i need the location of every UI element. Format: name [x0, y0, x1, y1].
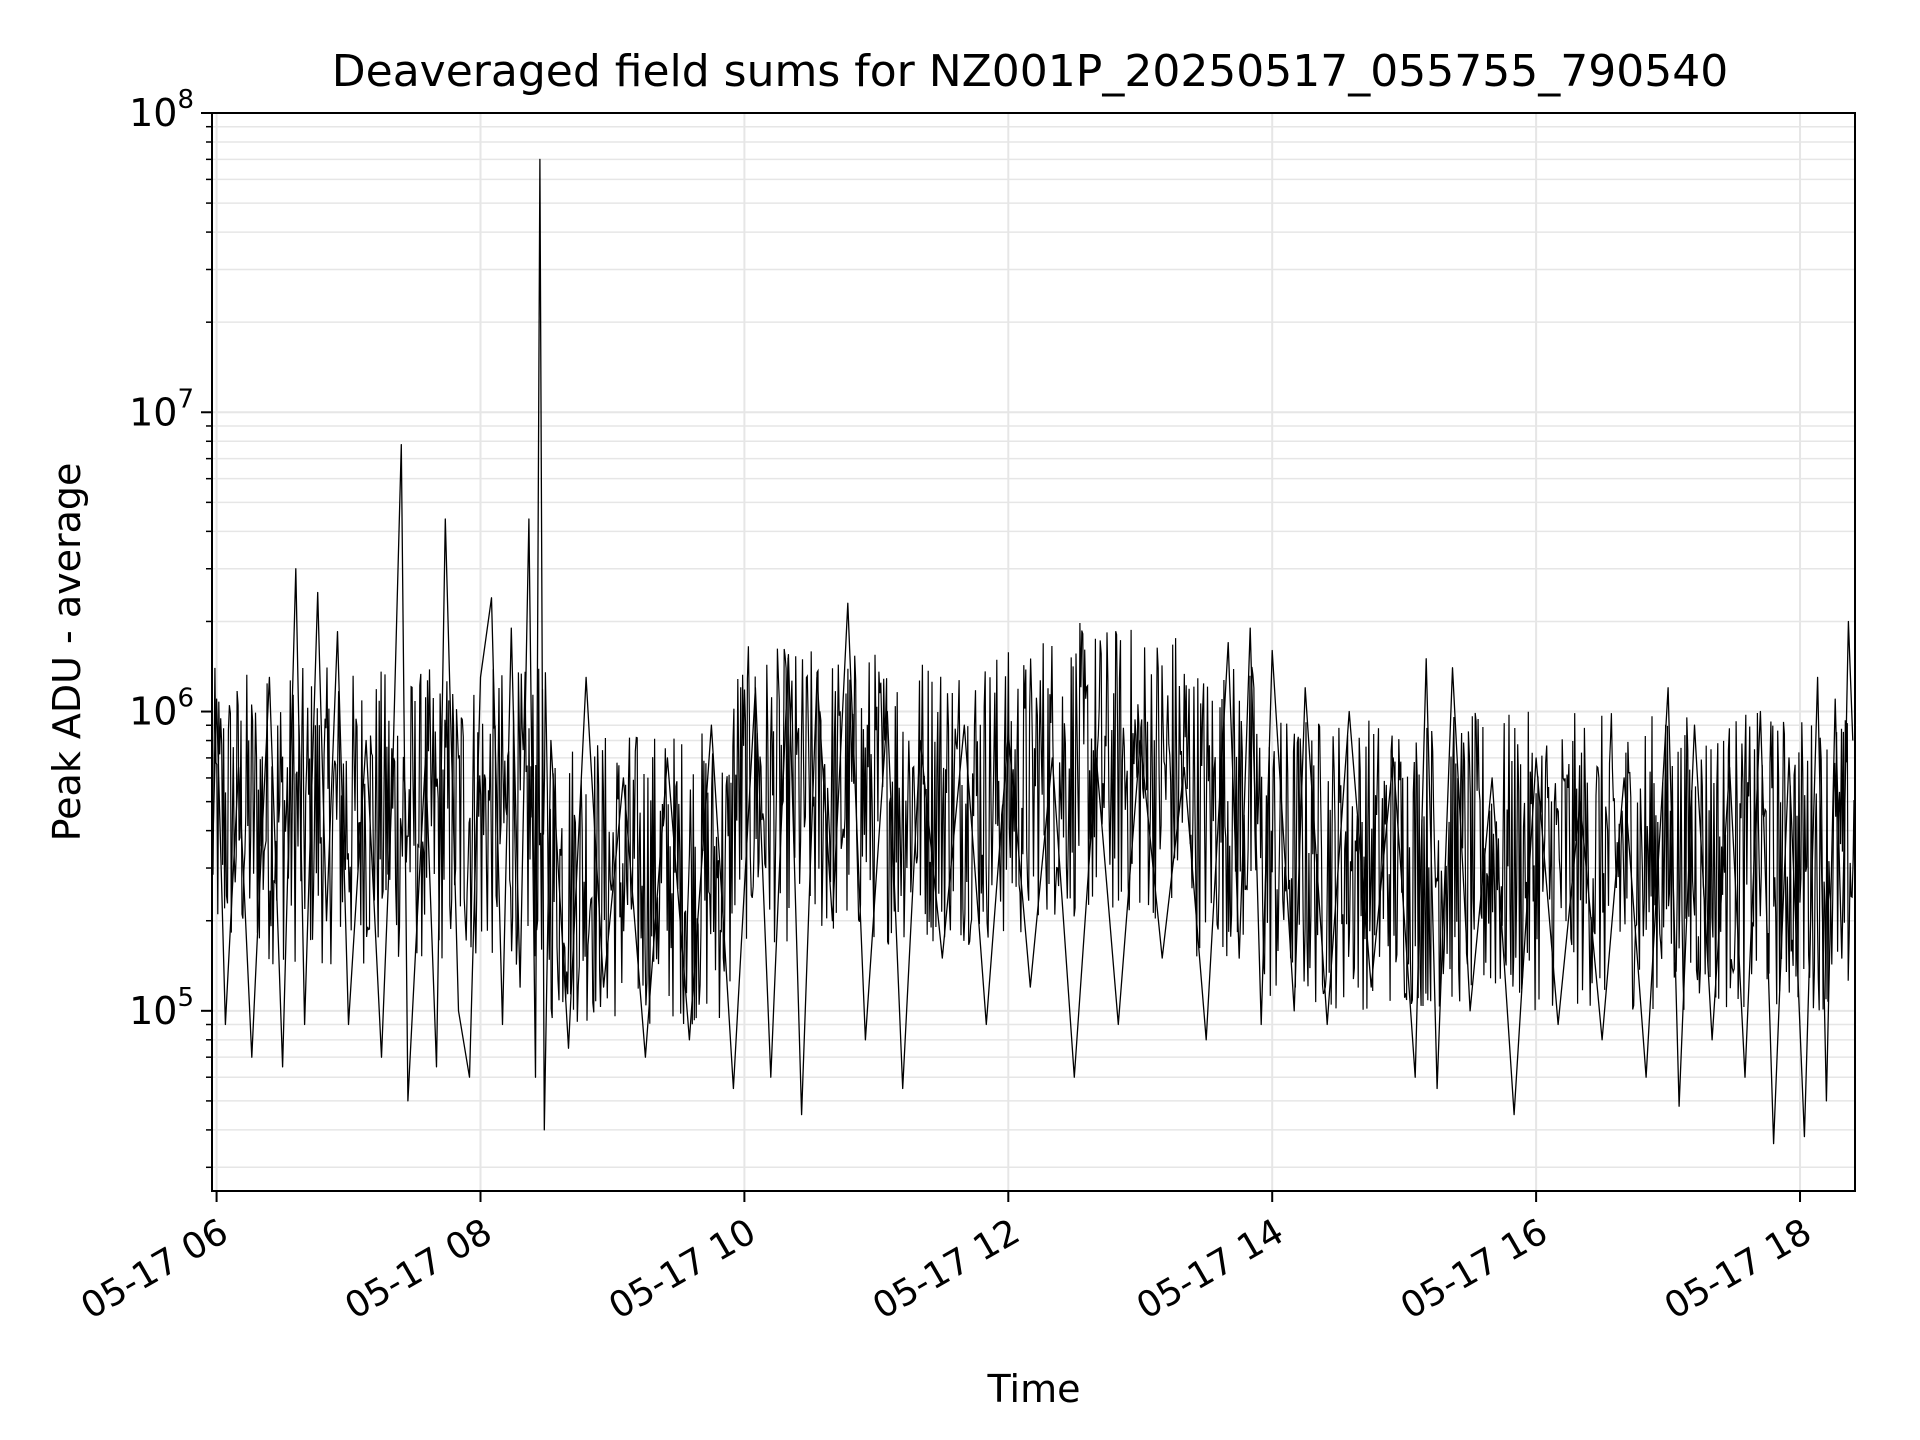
- x-axis-label: Time: [987, 1367, 1081, 1411]
- x-tick-label: 05-17 06: [74, 1211, 235, 1327]
- x-tick-label: 05-17 16: [1394, 1211, 1555, 1327]
- series-line: [211, 158, 1854, 1145]
- x-tick-label: 05-17 10: [602, 1211, 763, 1327]
- series-noise-line: [211, 622, 1856, 1025]
- series-noise-band: [211, 622, 1856, 1025]
- chart-title: Deaveraged field sums for NZ001P_2025051…: [332, 46, 1728, 97]
- plot-frame: [211, 112, 1856, 1192]
- grid: [212, 113, 1855, 1191]
- x-tick-label: 05-17 18: [1658, 1211, 1819, 1327]
- x-axis: 05-17 06 05-17 08 05-17 10 05-17 12 05-17 14…: [74, 1191, 1819, 1328]
- y-tick-label: 108: [129, 85, 194, 135]
- y-axis-label: Peak ADU - average: [45, 463, 89, 842]
- x-tick-label: 05-17 08: [338, 1211, 499, 1327]
- y-tick-label: 107: [129, 384, 194, 434]
- series-layer: [211, 158, 1854, 1145]
- x-tick-label: 05-17 12: [866, 1211, 1027, 1327]
- y-tick-label: 105: [129, 983, 194, 1033]
- x-tick-label: 05-17 14: [1130, 1211, 1291, 1327]
- y-tick-label: 106: [129, 684, 194, 734]
- y-axis: 105 106 107 108: [129, 85, 212, 1169]
